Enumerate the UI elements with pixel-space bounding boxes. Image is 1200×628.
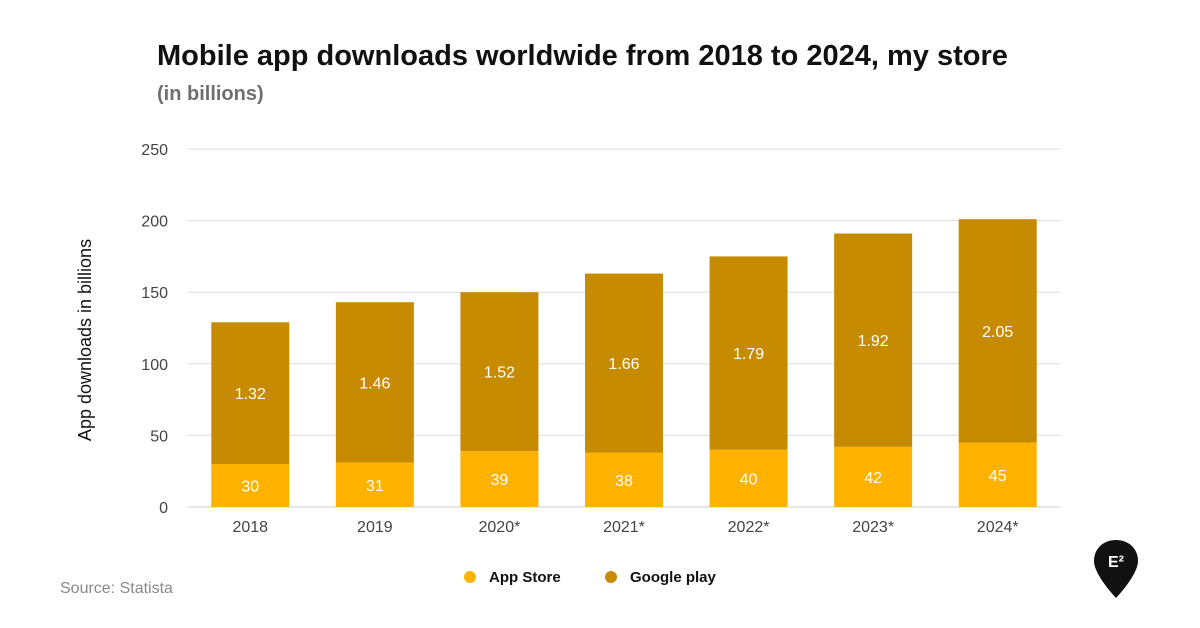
bars	[211, 219, 1037, 507]
data-label-app-store: 31	[366, 478, 384, 495]
bar-app-store	[585, 452, 663, 507]
bar-app-store	[460, 451, 539, 507]
brand-logo: E²	[1094, 540, 1138, 598]
y-tick-label: 200	[141, 214, 168, 231]
legend-label-google-play: Google play	[630, 569, 717, 586]
y-tick-label: 0	[159, 500, 168, 517]
data-label-google-play: 1.32	[235, 386, 266, 403]
y-tick-label: 100	[141, 357, 168, 374]
data-label-google-play: 2.05	[982, 324, 1013, 341]
y-tick-label: 150	[141, 285, 168, 302]
data-label-app-store: 42	[864, 470, 882, 487]
x-tick-label: 2018	[232, 519, 268, 536]
bar-app-store	[335, 462, 414, 507]
x-axis-ticks: 2018 2019 2020* 2021* 2022* 2023* 2024*	[232, 519, 1018, 536]
bar-app-store	[709, 449, 788, 507]
legend-swatch-google-play	[605, 571, 617, 583]
bar-google-play	[709, 256, 788, 450]
data-label-app-store: 30	[241, 479, 259, 496]
data-label-google-play: 1.79	[733, 346, 764, 363]
bar-google-play	[335, 302, 414, 463]
data-label-app-store: 38	[615, 473, 633, 490]
legend-swatch-app-store	[464, 571, 476, 583]
legend-label-app-store: App Store	[489, 569, 561, 586]
x-tick-label: 2020*	[479, 519, 521, 536]
x-tick-label: 2019	[357, 519, 393, 536]
logo-text: E²	[1108, 554, 1124, 571]
data-label-google-play: 1.46	[359, 375, 390, 392]
legend: App Store Google play	[464, 569, 717, 586]
y-tick-label: 50	[150, 428, 168, 445]
bar-google-play	[958, 219, 1037, 443]
data-label-google-play: 1.92	[858, 333, 889, 350]
y-axis-ticks: 0 50 100 150 200 250	[141, 142, 168, 517]
bar-google-play	[834, 233, 913, 447]
data-label-google-play: 1.66	[608, 356, 639, 373]
bar-google-play	[585, 273, 663, 453]
x-tick-label: 2021*	[603, 519, 645, 536]
data-label-app-store: 40	[740, 471, 758, 488]
source-note: Source: Statista	[60, 580, 173, 597]
x-tick-label: 2022*	[728, 519, 770, 536]
bar-app-store	[211, 464, 290, 507]
data-label-app-store: 45	[989, 468, 1007, 485]
chart-title: Mobile app downloads worldwide from 2018…	[157, 40, 1008, 72]
bar-app-store	[958, 442, 1037, 507]
y-tick-label: 250	[141, 142, 168, 159]
x-tick-label: 2023*	[852, 519, 894, 536]
bar-app-store	[834, 446, 913, 507]
data-labels: 30 1.32 31 1.46 39 1.52 38 1.66 40 1.79 42 1.92 45 2.…	[235, 324, 1014, 496]
y-axis-title: App downloads in billions	[75, 239, 95, 441]
bar-google-play	[460, 292, 539, 452]
bar-google-play	[211, 322, 290, 465]
data-label-google-play: 1.52	[484, 365, 515, 382]
x-tick-label: 2024*	[977, 519, 1019, 536]
chart-subtitle: (in billions)	[157, 83, 264, 105]
map-pin-icon	[1094, 540, 1138, 598]
data-label-app-store: 39	[491, 472, 509, 489]
